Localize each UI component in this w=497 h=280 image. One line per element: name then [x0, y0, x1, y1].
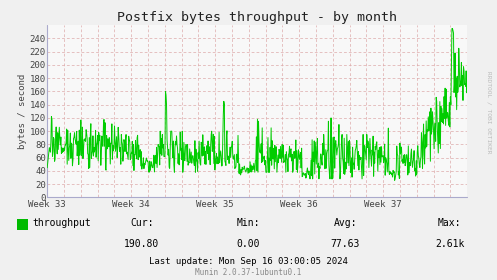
Text: Cur:: Cur: — [130, 218, 154, 228]
Text: Munin 2.0.37-1ubuntu0.1: Munin 2.0.37-1ubuntu0.1 — [195, 268, 302, 277]
Text: 77.63: 77.63 — [331, 239, 360, 249]
Text: throughput: throughput — [32, 218, 91, 228]
Title: Postfix bytes throughput - by month: Postfix bytes throughput - by month — [117, 11, 397, 24]
Y-axis label: bytes / second: bytes / second — [18, 74, 27, 149]
Text: Last update: Mon Sep 16 03:00:05 2024: Last update: Mon Sep 16 03:00:05 2024 — [149, 257, 348, 266]
Text: 2.61k: 2.61k — [435, 239, 465, 249]
Text: Avg:: Avg: — [333, 218, 357, 228]
Text: Min:: Min: — [237, 218, 260, 228]
Text: 0.00: 0.00 — [237, 239, 260, 249]
Text: 190.80: 190.80 — [124, 239, 159, 249]
Text: RRDTOOL / TOBI OETIKER: RRDTOOL / TOBI OETIKER — [486, 71, 491, 153]
Text: Max:: Max: — [438, 218, 462, 228]
